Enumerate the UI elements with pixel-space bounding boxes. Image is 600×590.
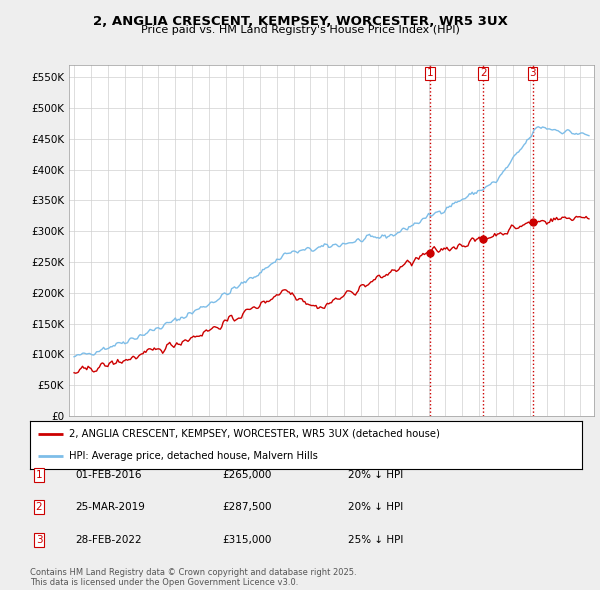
Text: 1: 1 bbox=[427, 68, 433, 78]
Text: 28-FEB-2022: 28-FEB-2022 bbox=[75, 535, 142, 545]
Text: 3: 3 bbox=[35, 535, 43, 545]
Text: 2: 2 bbox=[35, 503, 43, 512]
Text: 01-FEB-2016: 01-FEB-2016 bbox=[75, 470, 142, 480]
Text: 25-MAR-2019: 25-MAR-2019 bbox=[75, 503, 145, 512]
Text: 1: 1 bbox=[35, 470, 43, 480]
Text: 2, ANGLIA CRESCENT, KEMPSEY, WORCESTER, WR5 3UX (detached house): 2, ANGLIA CRESCENT, KEMPSEY, WORCESTER, … bbox=[68, 429, 440, 439]
Text: Price paid vs. HM Land Registry's House Price Index (HPI): Price paid vs. HM Land Registry's House … bbox=[140, 25, 460, 35]
Text: £315,000: £315,000 bbox=[222, 535, 271, 545]
Text: £265,000: £265,000 bbox=[222, 470, 271, 480]
Text: £287,500: £287,500 bbox=[222, 503, 271, 512]
Text: 20% ↓ HPI: 20% ↓ HPI bbox=[348, 470, 403, 480]
Text: 3: 3 bbox=[529, 68, 536, 78]
Text: 25% ↓ HPI: 25% ↓ HPI bbox=[348, 535, 403, 545]
Text: 2, ANGLIA CRESCENT, KEMPSEY, WORCESTER, WR5 3UX: 2, ANGLIA CRESCENT, KEMPSEY, WORCESTER, … bbox=[92, 15, 508, 28]
Text: HPI: Average price, detached house, Malvern Hills: HPI: Average price, detached house, Malv… bbox=[68, 451, 317, 461]
Text: 20% ↓ HPI: 20% ↓ HPI bbox=[348, 503, 403, 512]
Text: Contains HM Land Registry data © Crown copyright and database right 2025.
This d: Contains HM Land Registry data © Crown c… bbox=[30, 568, 356, 587]
Text: 2: 2 bbox=[480, 68, 487, 78]
